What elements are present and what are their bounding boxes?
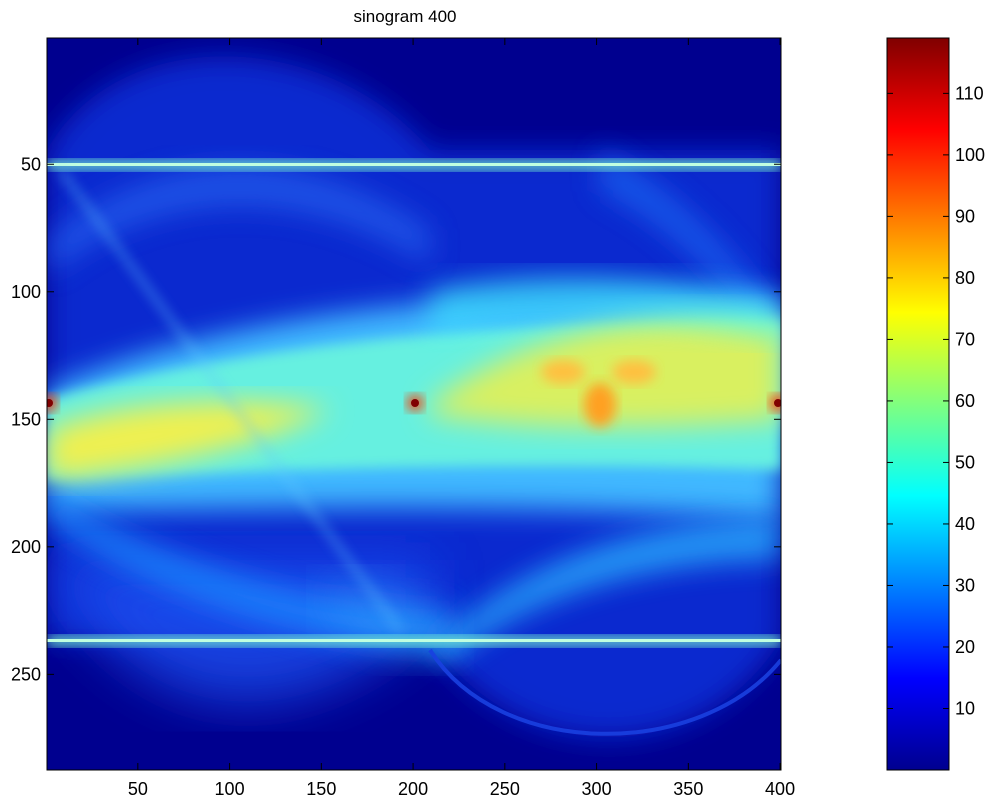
lower-right-band	[430, 520, 781, 660]
x-tick-label: 50	[128, 779, 148, 799]
peak-point-left	[47, 399, 53, 407]
y-tick-label: 250	[11, 664, 41, 684]
colorbar	[886, 37, 950, 771]
peak-points	[47, 395, 781, 411]
cyan-cross-band	[430, 276, 781, 340]
colorbar-tick-label: 60	[955, 391, 975, 411]
colorbar-tick-label: 100	[955, 145, 985, 165]
right-upper-band	[600, 150, 781, 360]
x-tick-label: 400	[765, 779, 795, 799]
colorbar-tick-label: 40	[955, 514, 975, 534]
peak-point-middle	[411, 399, 419, 407]
plot-frame	[46, 37, 782, 771]
colorbar-tick-label: 110	[955, 83, 984, 103]
y-tick-label: 50	[21, 154, 41, 174]
hot-lobe-upper-left	[541, 360, 585, 384]
y-tick-label: 100	[11, 282, 41, 302]
colorbar-tick-label: 90	[955, 206, 975, 226]
left-yellow-lobe	[47, 401, 330, 480]
colorbar-tick-label: 30	[955, 575, 975, 595]
x-tick-label: 300	[582, 779, 612, 799]
x-tick-label: 100	[215, 779, 245, 799]
colorbar-tick-label: 80	[955, 268, 975, 288]
chart-title: sinogram 400	[353, 7, 456, 26]
hot-lobe-upper-right	[612, 360, 656, 384]
colorbar-ticks: 10 20 30 40 50 60 70 80 90 100 110	[887, 83, 985, 718]
x-tick-label: 150	[306, 779, 336, 799]
colorbar-tick-label: 20	[955, 637, 975, 657]
y-tick-label: 150	[11, 409, 41, 429]
x-tick-label: 250	[490, 779, 520, 799]
y-axis-ticks: 50 100 150 200 250	[11, 154, 781, 684]
bright-line-lower-core	[47, 639, 781, 642]
x-axis-ticks: 50 100 150 200 250 300 350 400	[128, 38, 795, 799]
peak-point-right	[774, 399, 781, 407]
y-tick-label: 200	[11, 537, 41, 557]
colorbar-tick-label: 50	[955, 452, 975, 472]
colorbar-tick-label: 10	[955, 698, 975, 718]
x-tick-label: 350	[673, 779, 703, 799]
bright-line-upper-core	[47, 163, 781, 166]
bottom-arc	[428, 648, 781, 736]
hot-lobe-center	[584, 383, 616, 427]
colorbar-tick-label: 70	[955, 329, 975, 349]
x-tick-label: 200	[398, 779, 428, 799]
diagonal-streak	[58, 168, 402, 632]
upper-arc-band	[47, 167, 430, 275]
heatmap-image	[47, 38, 781, 770]
right-yellow-lobe	[430, 316, 781, 427]
